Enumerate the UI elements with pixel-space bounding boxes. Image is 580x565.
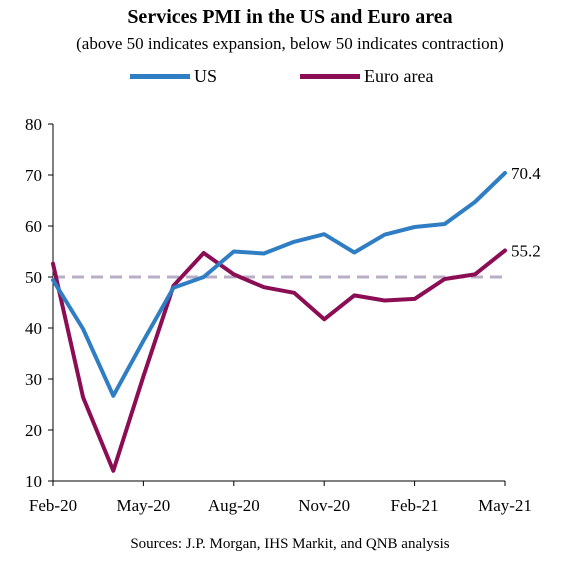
y-tick-label: 30 <box>25 370 42 389</box>
source-note: Sources: J.P. Morgan, IHS Markit, and QN… <box>130 536 450 552</box>
legend-item-us: US <box>130 66 217 87</box>
x-tick-label: May-21 <box>478 496 532 515</box>
legend-item-euro-area: Euro area <box>300 66 433 87</box>
chart-subtitle: (above 50 indicates expansion, below 50 … <box>76 34 504 53</box>
x-tick-label: Nov-20 <box>298 496 350 515</box>
y-tick-label: 70 <box>25 166 42 185</box>
y-tick-label: 50 <box>25 268 42 287</box>
legend: US Euro area <box>0 66 580 92</box>
y-tick-label: 10 <box>25 472 42 491</box>
end-label-us: 70.4 <box>511 164 541 183</box>
y-tick-label: 80 <box>25 115 42 134</box>
series-line-euro-area <box>51 248 507 473</box>
x-tick-label: May-20 <box>116 496 170 515</box>
y-tick-label: 20 <box>25 421 42 440</box>
legend-swatch-us <box>130 74 190 79</box>
legend-label-us: US <box>194 66 218 86</box>
x-tick-label: Feb-20 <box>29 496 77 515</box>
x-tick-label: Feb-21 <box>391 496 439 515</box>
y-tick-label: 60 <box>25 217 42 236</box>
end-label-euro-area: 55.2 <box>511 241 541 260</box>
x-tick-label: Aug-20 <box>208 496 260 515</box>
legend-swatch-euro-area <box>300 74 360 79</box>
series-line-us <box>51 171 507 398</box>
y-tick-label: 40 <box>25 319 42 338</box>
chart-title: Services PMI in the US and Euro area <box>127 6 453 28</box>
legend-label-euro-area: Euro area <box>364 66 434 86</box>
